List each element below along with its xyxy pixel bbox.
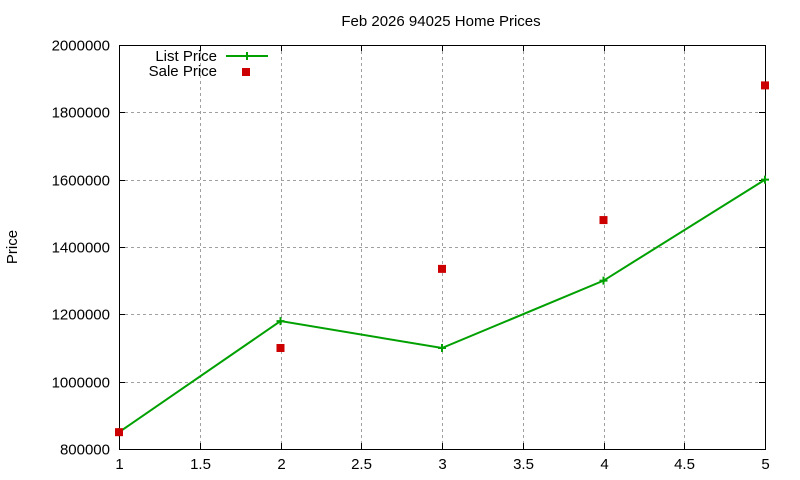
plus-marker-icon — [761, 175, 769, 184]
legend: List Price Sale Price — [149, 48, 268, 80]
grid-lines — [119, 45, 765, 449]
y-tick-label: 2000000 — [52, 38, 110, 55]
square-marker-icon — [599, 216, 608, 225]
plus-marker-icon — [438, 344, 446, 352]
plus-marker-icon — [276, 317, 285, 326]
y-tick-label: 1600000 — [52, 173, 110, 190]
square-marker-icon — [115, 428, 123, 437]
legend-swatch-sale-price — [242, 68, 250, 76]
data-series — [115, 81, 769, 437]
legend-label-sale-price: Sale Price — [149, 63, 217, 80]
x-axis-ticks: 1 1.5 2 2.5 3 3.5 4 4.5 5 — [115, 45, 770, 473]
y-tick-label: 1800000 — [52, 105, 110, 122]
plus-marker-icon — [243, 52, 251, 60]
x-tick-label: 4.5 — [674, 456, 695, 473]
x-tick-label: 3 — [438, 456, 446, 473]
series-sale-price — [115, 81, 769, 437]
y-tick-label: 800000 — [60, 442, 110, 459]
square-marker-icon — [761, 81, 769, 90]
square-marker-icon — [242, 68, 250, 76]
chart-title: Feb 2026 94025 Home Prices — [341, 13, 540, 30]
x-tick-label: 4 — [600, 456, 608, 473]
x-tick-label: 1.5 — [190, 456, 211, 473]
y-axis-label: Price — [4, 230, 21, 264]
square-marker-icon — [276, 344, 285, 352]
plus-marker-icon — [599, 276, 608, 285]
y-tick-label: 1400000 — [52, 240, 110, 257]
x-tick-label: 2.5 — [351, 456, 372, 473]
x-tick-label: 2 — [277, 456, 285, 473]
legend-swatch-list-price — [226, 52, 268, 60]
x-tick-label: 1 — [115, 456, 123, 473]
legend-label-list-price: List Price — [155, 48, 217, 65]
y-tick-label: 1200000 — [52, 307, 110, 324]
y-tick-label: 1000000 — [52, 375, 110, 392]
x-tick-label: 3.5 — [513, 456, 534, 473]
x-tick-label: 5 — [761, 456, 769, 473]
square-marker-icon — [438, 264, 446, 273]
y-axis-ticks: 800000 1000000 1200000 1400000 1600000 180000… — [52, 38, 765, 459]
